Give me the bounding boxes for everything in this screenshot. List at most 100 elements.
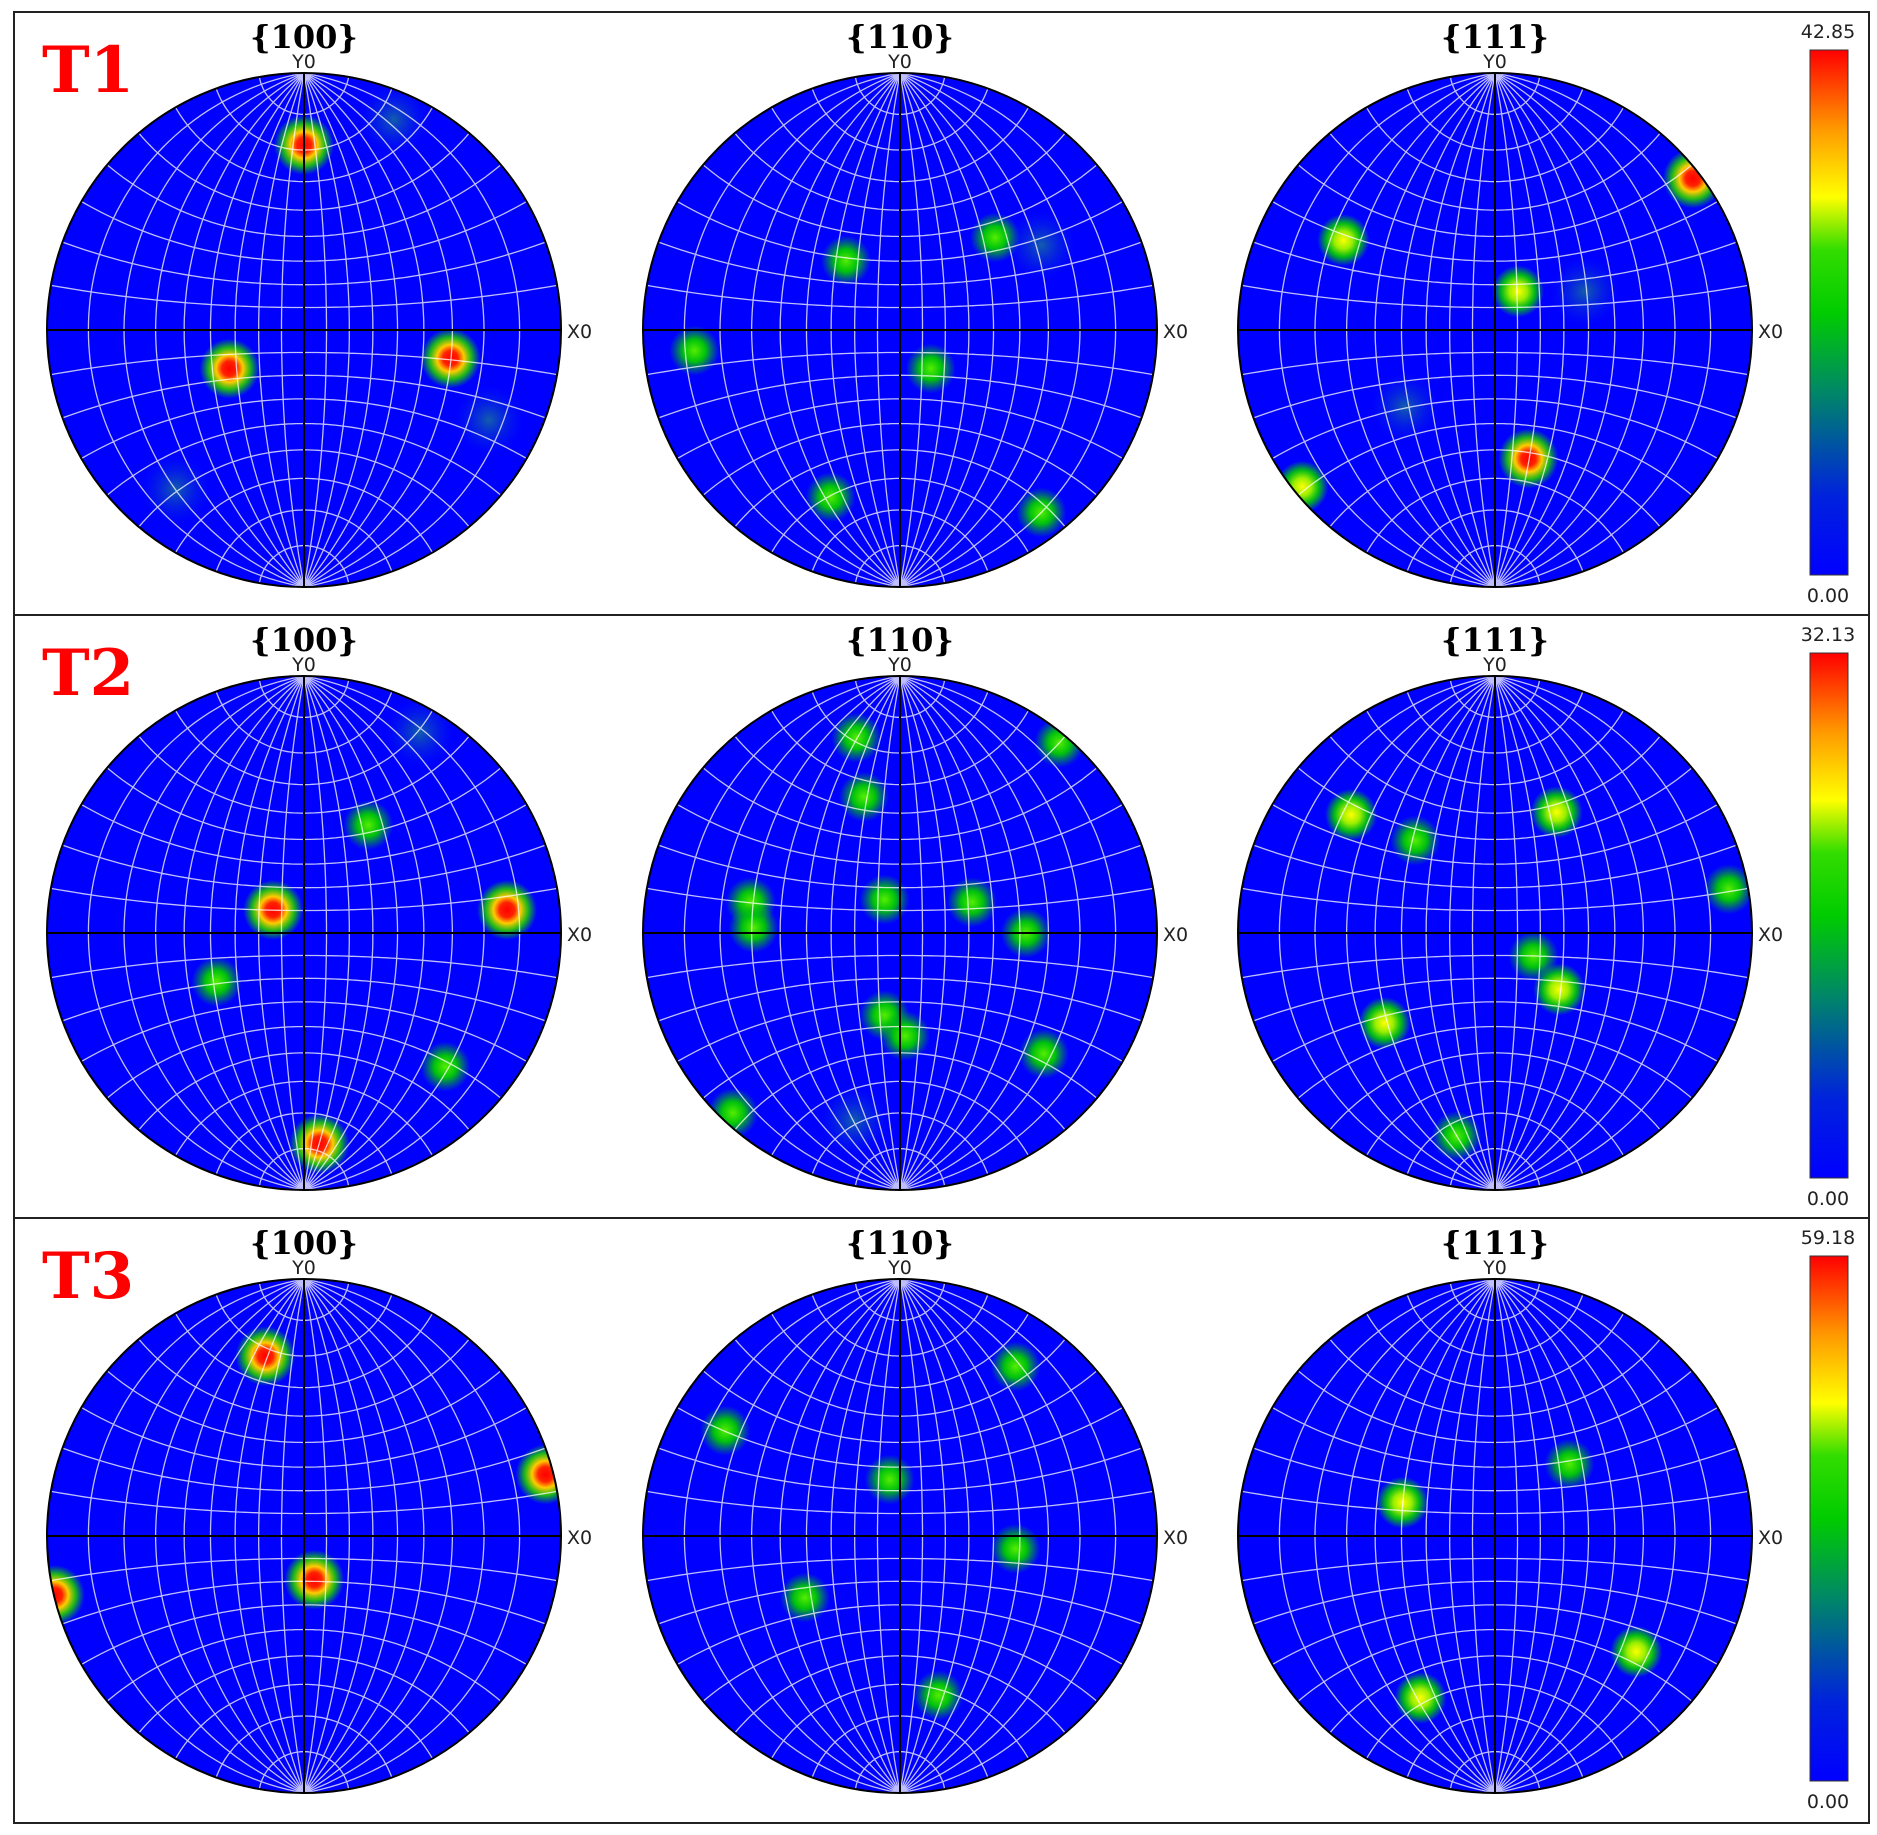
pole-figure-outline <box>1237 72 1753 588</box>
pole-figure-title: {100} <box>250 18 358 56</box>
pole-density-spot <box>199 338 260 399</box>
pole-density-spot <box>191 956 242 1007</box>
pole-density-spot <box>990 1523 1041 1574</box>
pole-density-spot <box>515 1444 561 1505</box>
y0-axis-label: Y0 <box>887 654 912 676</box>
pole-density-spot <box>864 1454 915 1505</box>
pole-figure-outline <box>1237 1278 1753 1794</box>
pole-density-spot <box>779 1572 830 1623</box>
pole-figure-outline <box>46 675 562 1191</box>
pole-figure-outline <box>46 72 562 588</box>
pole-density-spot <box>455 385 523 454</box>
pole-density-spot <box>477 879 537 940</box>
pole-density-spot <box>1390 815 1441 866</box>
pole-density-spot <box>805 472 856 523</box>
x0-axis-label: X0 <box>567 321 592 343</box>
pole-density-spot <box>669 325 720 376</box>
color-scale-bar <box>1809 1255 1849 1782</box>
pole-density-spot <box>1533 963 1586 1016</box>
pole-figure-0: {100}Y0 X0 <box>46 621 592 1191</box>
color-scale-bar <box>1809 49 1849 576</box>
pole-figure-title: {111} <box>1441 1224 1549 1262</box>
color-scale-bar <box>1809 652 1849 1179</box>
pole-figure-outline <box>1237 675 1753 1191</box>
pole-density-spot <box>1325 788 1378 841</box>
pole-density-spot <box>359 85 428 154</box>
color-scale-min: 0.00 <box>1807 1188 1849 1210</box>
pole-figure-title: {111} <box>1441 18 1549 56</box>
pole-density-spot <box>700 1405 751 1456</box>
color-scale-min: 0.00 <box>1807 1791 1849 1813</box>
pole-density-spot <box>1662 148 1723 209</box>
pole-density-spot <box>1394 1671 1447 1724</box>
pole-density-spot <box>831 712 882 763</box>
figure-frame <box>13 11 1870 1824</box>
pole-figure-title: {110} <box>846 621 954 659</box>
color-scale-max: 59.18 <box>1801 1227 1855 1249</box>
pole-density-spot <box>1703 864 1752 915</box>
y0-axis-label: Y0 <box>291 51 316 73</box>
color-scale: 32.13 0.00 <box>1801 624 1855 1210</box>
pole-figure-title: {110} <box>846 1224 954 1262</box>
x0-axis-label: X0 <box>1758 321 1783 343</box>
pole-density-spot <box>1551 257 1619 326</box>
x0-axis-label: X0 <box>1163 924 1188 946</box>
x0-axis-label: X0 <box>567 1527 592 1549</box>
pole-figure-title: {111} <box>1441 621 1549 659</box>
y0-axis-label: Y0 <box>1482 1257 1507 1279</box>
pole-figure-title: {110} <box>846 18 954 56</box>
pole-density-spot <box>905 343 956 394</box>
pole-figure-outline <box>642 675 1158 1191</box>
pole-density-spot <box>728 902 779 953</box>
pole-density-spot <box>839 771 889 822</box>
pole-figure-outline <box>642 1278 1158 1794</box>
pole-figure-2: {111}Y0 X0 <box>1237 18 1783 588</box>
y0-axis-label: Y0 <box>887 1257 912 1279</box>
pole-density-spot <box>235 1326 296 1387</box>
pole-figure-2: {111}Y0 X0 <box>1237 621 1783 1191</box>
pole-density-spot <box>1610 1625 1663 1678</box>
y0-axis-label: Y0 <box>887 51 912 73</box>
pole-density-spot <box>1276 460 1329 513</box>
pole-density-spot <box>1018 1028 1069 1079</box>
x0-axis-label: X0 <box>1163 1527 1188 1549</box>
row-label: T2 <box>42 636 134 711</box>
x0-axis-label: X0 <box>1163 321 1188 343</box>
color-scale-max: 42.85 <box>1801 21 1855 43</box>
color-scale-max: 32.13 <box>1801 624 1855 646</box>
pole-density-spot <box>859 874 910 925</box>
pole-figure-outline <box>642 72 1158 588</box>
x0-axis-label: X0 <box>1758 1527 1783 1549</box>
y0-axis-label: Y0 <box>1482 654 1507 676</box>
color-scale: 42.85 0.00 <box>1801 21 1855 607</box>
x0-axis-label: X0 <box>567 924 592 946</box>
pole-density-spot <box>1492 265 1545 318</box>
pole-density-spot <box>420 1041 471 1092</box>
pole-density-spot <box>1358 997 1411 1049</box>
pole-density-spot <box>1007 211 1076 280</box>
pole-figure-2: {111}Y0 X0 <box>1237 1224 1783 1794</box>
pole-figure-title: {100} <box>250 621 358 659</box>
pole-density-spot <box>821 235 871 286</box>
pole-figure-0: {100}Y0 X0 <box>46 1224 592 1794</box>
pole-figure-1: {110}Y0 X0 <box>642 1224 1188 1794</box>
y0-axis-label: Y0 <box>291 1257 316 1279</box>
pole-figure-1: {110}Y0 X0 <box>642 18 1188 588</box>
color-scale: 59.18 0.00 <box>1801 1227 1855 1813</box>
pole-density-spot <box>284 1549 345 1610</box>
pole-figure-1: {110}Y0 X0 <box>642 621 1188 1191</box>
color-scale-min: 0.00 <box>1807 585 1849 607</box>
y0-axis-label: Y0 <box>291 654 316 676</box>
y0-axis-label: Y0 <box>1482 51 1507 73</box>
row-label: T3 <box>42 1239 134 1314</box>
pole-figure-outline <box>46 1278 562 1794</box>
pole-density-spot <box>947 877 997 928</box>
pole-density-spot <box>343 800 394 851</box>
row-label: T1 <box>42 33 134 108</box>
pole-figure-title: {100} <box>250 1224 358 1262</box>
x0-axis-label: X0 <box>1758 924 1783 946</box>
